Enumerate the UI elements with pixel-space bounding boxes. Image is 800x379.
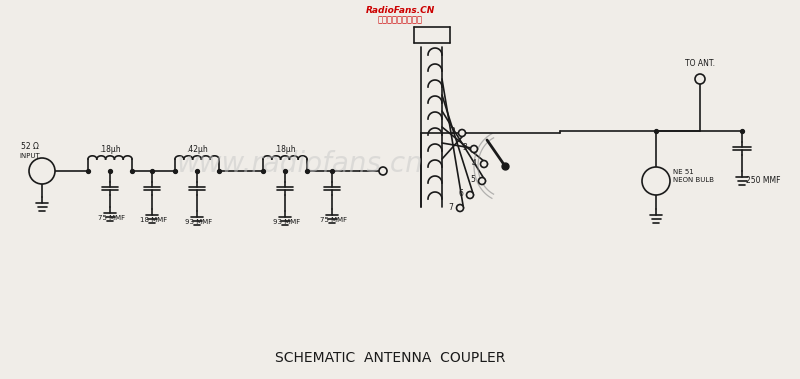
- Circle shape: [470, 146, 478, 152]
- Text: 18 MMF: 18 MMF: [140, 217, 168, 223]
- Text: 75 MMF: 75 MMF: [98, 215, 126, 221]
- Text: .42μh: .42μh: [186, 145, 208, 154]
- Text: NEON BULB: NEON BULB: [673, 177, 714, 183]
- Circle shape: [466, 191, 474, 199]
- Circle shape: [642, 167, 670, 195]
- Text: 4: 4: [472, 158, 477, 168]
- Text: TO ANT.: TO ANT.: [685, 59, 715, 68]
- Circle shape: [457, 205, 463, 211]
- Circle shape: [458, 130, 466, 136]
- Text: 5: 5: [470, 175, 475, 185]
- Text: 6: 6: [458, 190, 463, 199]
- Text: 52 Ω: 52 Ω: [21, 142, 39, 151]
- Text: 7: 7: [448, 202, 453, 211]
- Text: .18μh: .18μh: [274, 145, 296, 154]
- Text: RadioFans.CN: RadioFans.CN: [366, 6, 434, 15]
- Text: 250 MMF: 250 MMF: [746, 176, 781, 185]
- Circle shape: [478, 177, 486, 185]
- Circle shape: [29, 158, 55, 184]
- Circle shape: [481, 160, 487, 168]
- Text: 75 MMF: 75 MMF: [321, 217, 347, 223]
- Text: NE 51: NE 51: [673, 169, 694, 175]
- Circle shape: [379, 167, 387, 175]
- Text: 3: 3: [462, 144, 467, 152]
- Text: .18μh: .18μh: [99, 145, 121, 154]
- Text: 2: 2: [450, 127, 455, 136]
- Text: 收音机爱好者资料库: 收音机爱好者资料库: [378, 15, 422, 24]
- Text: 93 MMF: 93 MMF: [274, 219, 301, 225]
- Text: www.radiofans.cn: www.radiofans.cn: [177, 150, 423, 178]
- Text: INPUT: INPUT: [20, 153, 40, 159]
- Text: 93 MMF: 93 MMF: [186, 219, 213, 225]
- Text: SCHEMATIC  ANTENNA  COUPLER: SCHEMATIC ANTENNA COUPLER: [275, 351, 505, 365]
- Circle shape: [695, 74, 705, 84]
